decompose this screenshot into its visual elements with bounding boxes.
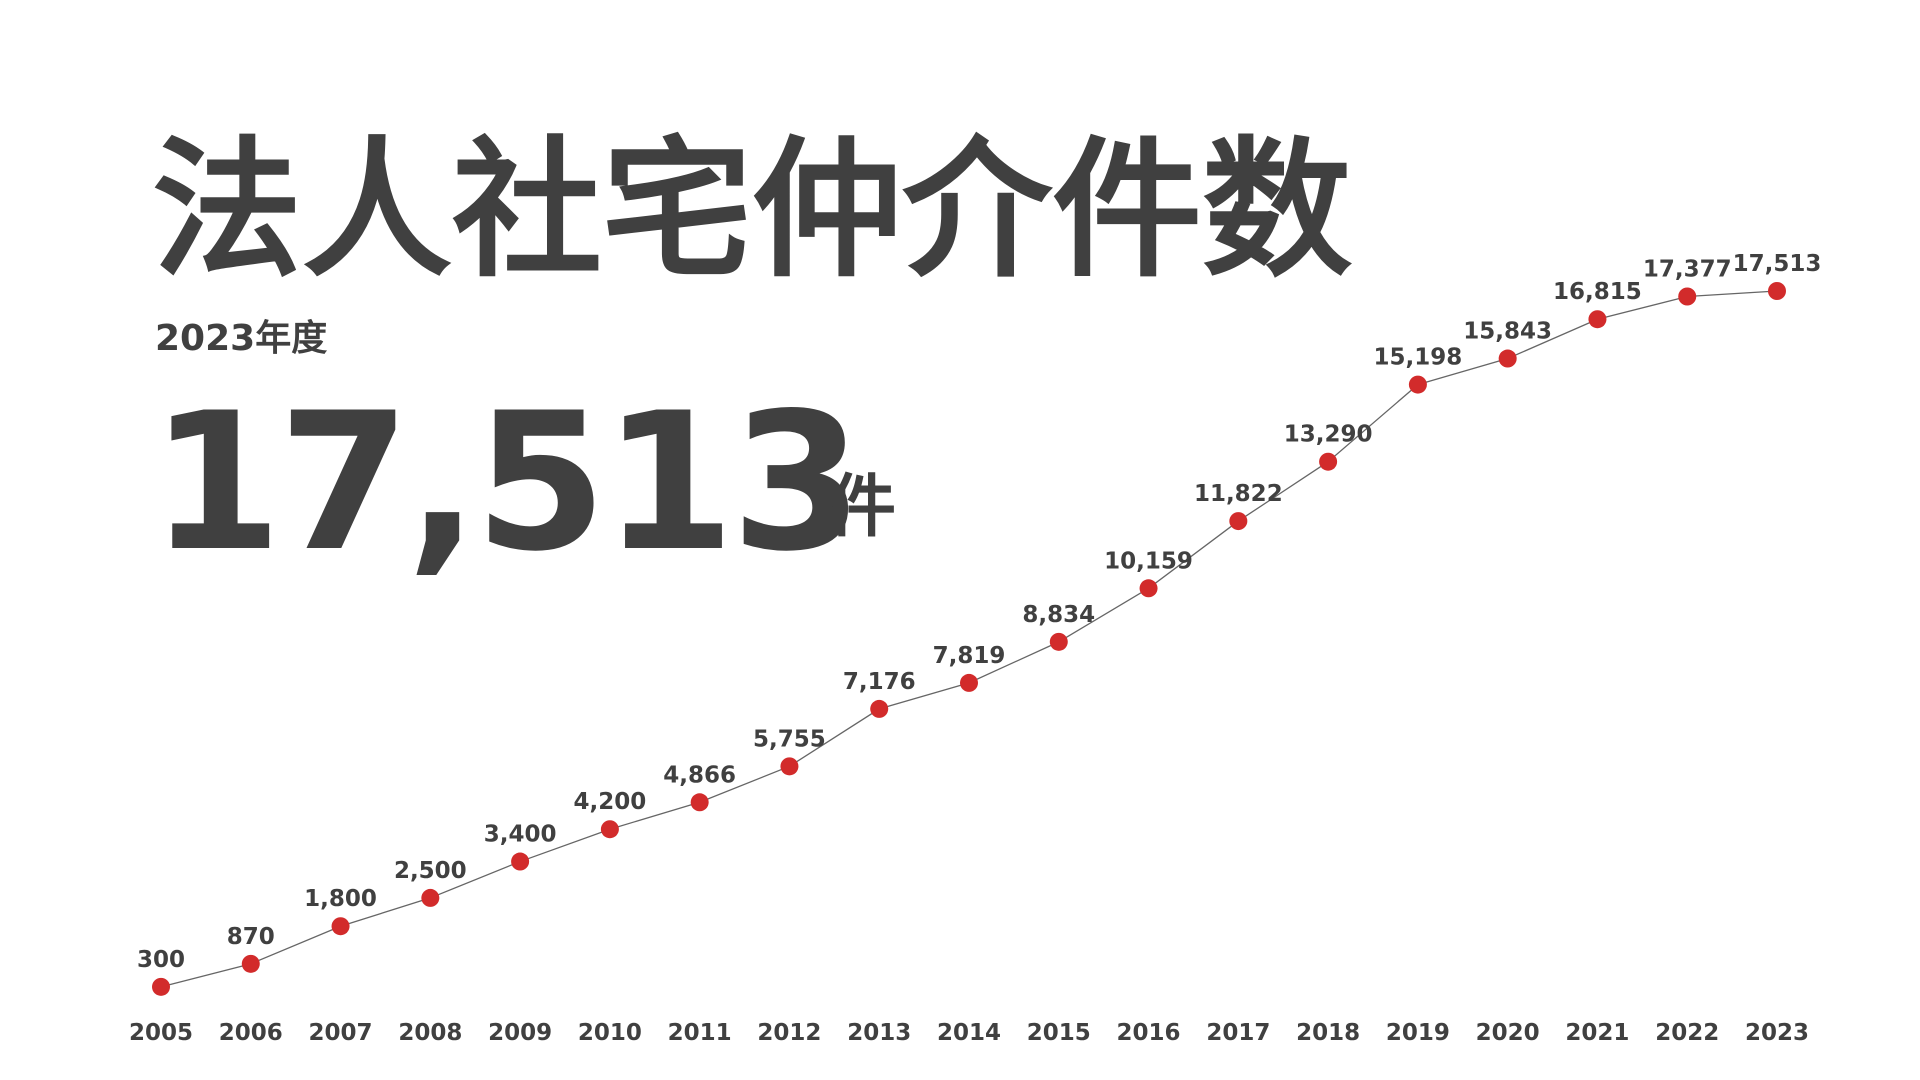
x-tick-label: 2013	[847, 1020, 911, 1046]
point	[600, 820, 619, 839]
value-label: 13,290	[1284, 422, 1373, 448]
point	[331, 917, 350, 936]
value-label: 15,843	[1463, 319, 1552, 345]
x-tick-label: 2008	[398, 1020, 462, 1046]
title: 法人社宅仲介件数	[152, 124, 1352, 298]
x-tick-label: 2012	[757, 1020, 821, 1046]
value-label: 10,159	[1104, 548, 1193, 574]
x-tick-label: 2010	[578, 1020, 642, 1046]
point	[241, 954, 260, 973]
x-tick-label: 2021	[1565, 1020, 1629, 1046]
value-label: 300	[137, 947, 185, 973]
value-label: 16,815	[1553, 279, 1642, 305]
point	[152, 977, 170, 996]
x-tick-label: 2005	[129, 1020, 193, 1046]
x-tick-label: 2011	[668, 1020, 732, 1046]
value-label: 7,819	[933, 643, 1006, 669]
subtitle: 2023年度	[155, 318, 327, 359]
point	[1588, 310, 1607, 329]
x-tick-label: 2007	[309, 1020, 373, 1046]
point	[1498, 349, 1517, 368]
x-tick-label: 2022	[1655, 1020, 1719, 1046]
point	[1229, 512, 1248, 531]
point	[421, 888, 440, 907]
x-tick-label: 2019	[1386, 1020, 1450, 1046]
x-tick-label: 2016	[1117, 1020, 1181, 1046]
point	[870, 699, 889, 718]
x-tick-label: 2014	[937, 1020, 1001, 1046]
point	[690, 793, 709, 812]
value-label: 4,200	[574, 789, 647, 815]
value-label: 5,755	[753, 726, 826, 752]
headline-unit: 件	[828, 468, 896, 547]
x-tick-label: 2018	[1296, 1020, 1360, 1046]
x-tick-label: 2015	[1027, 1020, 1091, 1046]
point	[511, 852, 530, 871]
value-label: 11,822	[1194, 481, 1283, 507]
x-tick-label: 2009	[488, 1020, 552, 1046]
value-label: 1,800	[304, 886, 377, 912]
value-label: 2,500	[394, 858, 467, 884]
value-label: 3,400	[484, 822, 557, 848]
headline-value: 17,513	[150, 372, 859, 593]
value-label: 7,176	[843, 669, 916, 695]
value-label: 17,377	[1643, 256, 1732, 282]
point	[1139, 579, 1158, 598]
value-label: 8,834	[1022, 602, 1095, 628]
point	[1319, 452, 1338, 471]
point	[780, 757, 799, 776]
value-label: 15,198	[1374, 345, 1463, 371]
point	[1408, 375, 1427, 394]
point	[1768, 282, 1786, 300]
value-label: 17,513	[1733, 251, 1822, 277]
x-tick-label: 2020	[1476, 1020, 1540, 1046]
value-label: 4,866	[663, 762, 736, 788]
x-tick-label: 2006	[219, 1020, 283, 1046]
point	[1678, 287, 1697, 306]
x-tick-label: 2023	[1745, 1020, 1809, 1046]
x-tick-label: 2017	[1206, 1020, 1270, 1046]
value-label: 870	[227, 924, 275, 950]
point	[960, 673, 978, 692]
point	[1049, 632, 1068, 651]
